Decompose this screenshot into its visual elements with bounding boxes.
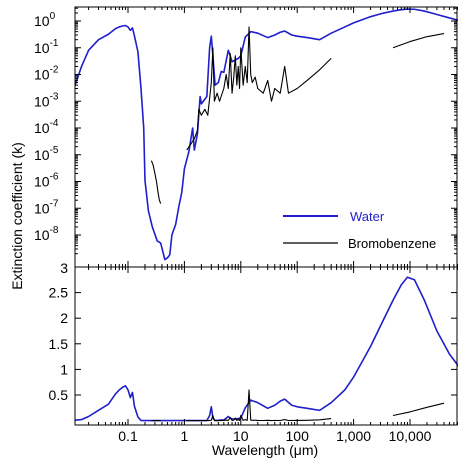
y-tick-label-top: 10-3 bbox=[34, 91, 59, 109]
legend-label-bromobenzene: Bromobenzene bbox=[348, 236, 436, 251]
series-bromobenzene-bottom bbox=[392, 402, 445, 417]
x-tick-label: 10 bbox=[233, 428, 249, 444]
series-bromobenzene-bottom bbox=[186, 389, 332, 422]
legend-label-water: Water bbox=[350, 209, 385, 224]
axes: 0.1 1 10 100 1,000 10,000 100 10-1 10-2 10-3 10-4 1… bbox=[34, 6, 458, 444]
x-tick-label: 1 bbox=[181, 428, 189, 444]
y-tick-label-top: 100 bbox=[34, 11, 56, 29]
bottom-panel-series bbox=[75, 276, 458, 422]
series-bromobenzene-top bbox=[150, 160, 162, 204]
y-tick-label-bottom: 2.5 bbox=[49, 285, 69, 301]
y-axis-label: Extinction coefficient (k) bbox=[9, 142, 25, 290]
y-tick-label-top: 10-7 bbox=[34, 198, 59, 216]
y-tick-label-top: 10-8 bbox=[34, 225, 59, 243]
legend: Water Bromobenzene bbox=[283, 209, 436, 251]
y-tick-label-bottom: 2 bbox=[60, 310, 68, 326]
y-tick-label-top: 10-6 bbox=[34, 172, 59, 190]
x-tick-label: 10,000 bbox=[389, 428, 432, 444]
y-tick-label-top: 10-5 bbox=[34, 145, 59, 163]
y-tick-label-top: 10-2 bbox=[34, 65, 59, 83]
y-tick-label-top: 10-1 bbox=[34, 38, 59, 56]
bottom-panel-frame bbox=[74, 266, 458, 426]
top-panel-series bbox=[75, 8, 458, 261]
y-tick-label-top: 10-4 bbox=[34, 118, 59, 136]
y-tick-label-bottom: 0.5 bbox=[49, 387, 69, 403]
series-water-bottom bbox=[75, 276, 458, 422]
series-bromobenzene-top bbox=[186, 26, 332, 151]
top-panel-frame bbox=[74, 6, 458, 268]
y-tick-label-bottom: 3 bbox=[60, 260, 68, 276]
x-tick-label: 0.1 bbox=[118, 428, 138, 444]
x-axis-label: Wavelength (μm) bbox=[212, 442, 318, 458]
x-tick-label: 100 bbox=[286, 428, 310, 444]
series-bromobenzene-top bbox=[392, 32, 445, 49]
y-tick-label-bottom: 1 bbox=[60, 361, 68, 377]
x-tick-label: 1,000 bbox=[336, 428, 371, 444]
y-tick-label-bottom: 1.5 bbox=[49, 336, 69, 352]
series-water-top bbox=[75, 8, 458, 261]
